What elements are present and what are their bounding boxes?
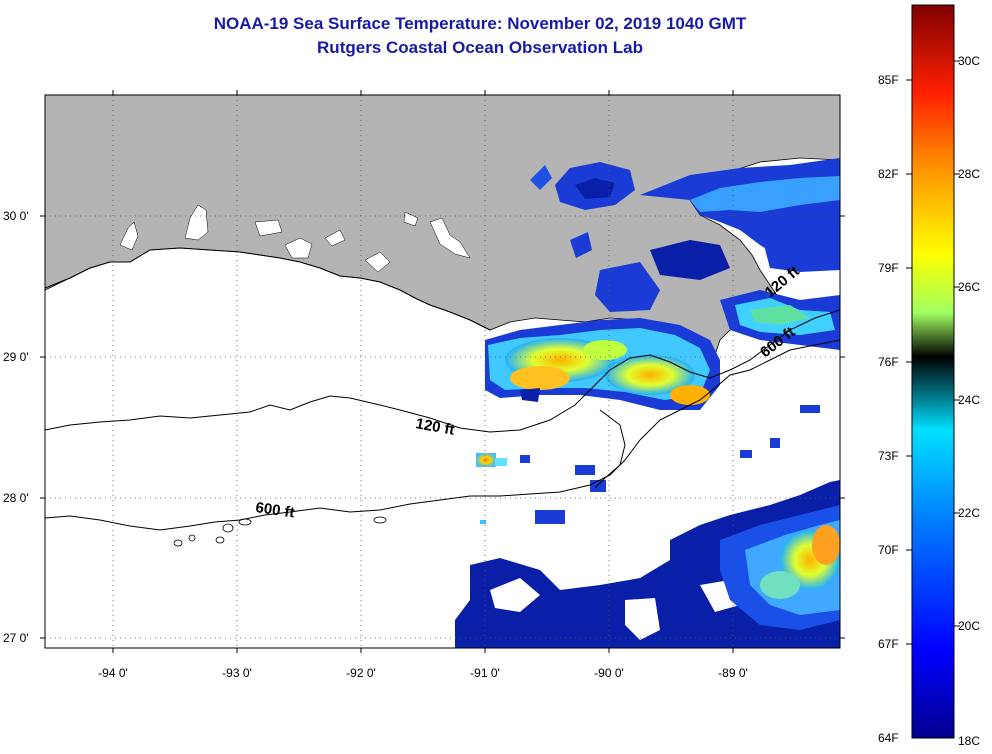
lon-label: -94 0'	[98, 666, 128, 680]
contour-120ft-shelf-east	[594, 409, 626, 489]
map-frame	[44, 94, 841, 649]
lon-label: -91 0'	[470, 666, 500, 680]
colorbar-gradient	[911, 4, 955, 739]
lon-label: -92 0'	[346, 666, 376, 680]
lake	[284, 237, 313, 259]
lat-label: 29 0'	[3, 350, 29, 364]
colorbar-label-f: 79F	[878, 261, 899, 275]
lon-label: -89 0'	[718, 666, 748, 680]
colorbar-label-c: 30C	[958, 54, 980, 68]
colorbar-label-c: 22C	[958, 506, 980, 520]
colorbar-label-c: 28C	[958, 167, 980, 181]
lake	[429, 217, 471, 259]
lake	[184, 204, 209, 241]
colorbar-label-c: 24C	[958, 393, 980, 407]
colorbar-label-c: 18C	[958, 734, 980, 748]
colorbar-label-f: 82F	[878, 167, 899, 181]
colorbar: 85F 82F 79F 76F 73F 70F 67F 64F 30C 28C …	[878, 4, 980, 748]
lake	[403, 211, 419, 227]
lat-label: 30 0'	[3, 209, 29, 223]
colorbar-label-f: 70F	[878, 543, 899, 557]
colorbar-label-c: 26C	[958, 280, 980, 294]
coastline	[45, 247, 491, 331]
colorbar-label-f: 76F	[878, 355, 899, 369]
lon-label: -93 0'	[222, 666, 252, 680]
colorbar-label-f: 85F	[878, 73, 899, 87]
contour-label-600ft: 600 ft	[254, 499, 295, 521]
colorbar-label-f: 64F	[878, 731, 899, 745]
lake	[254, 219, 283, 237]
lake	[119, 221, 139, 251]
colorbar-label-f: 67F	[878, 637, 899, 651]
colorbar-label-f: 73F	[878, 449, 899, 463]
grid-lines	[45, 95, 840, 648]
sst-data	[455, 158, 840, 648]
map-subtitle: Rutgers Coastal Ocean Observation Lab	[317, 38, 643, 57]
lon-label: -90 0'	[594, 666, 624, 680]
lat-label: 27 0'	[3, 631, 29, 645]
map-title: NOAA-19 Sea Surface Temperature: Novembe…	[213, 14, 747, 33]
map-plot-area	[45, 95, 840, 648]
colorbar-label-c: 20C	[958, 619, 980, 633]
lake	[364, 251, 391, 273]
contour-120ft	[45, 309, 840, 433]
lake	[324, 229, 346, 247]
lat-label: 28 0'	[3, 491, 29, 505]
contour-600ft	[45, 339, 840, 531]
contour-label-120ft: 120 ft	[414, 415, 456, 439]
tick-marks	[40, 90, 845, 653]
